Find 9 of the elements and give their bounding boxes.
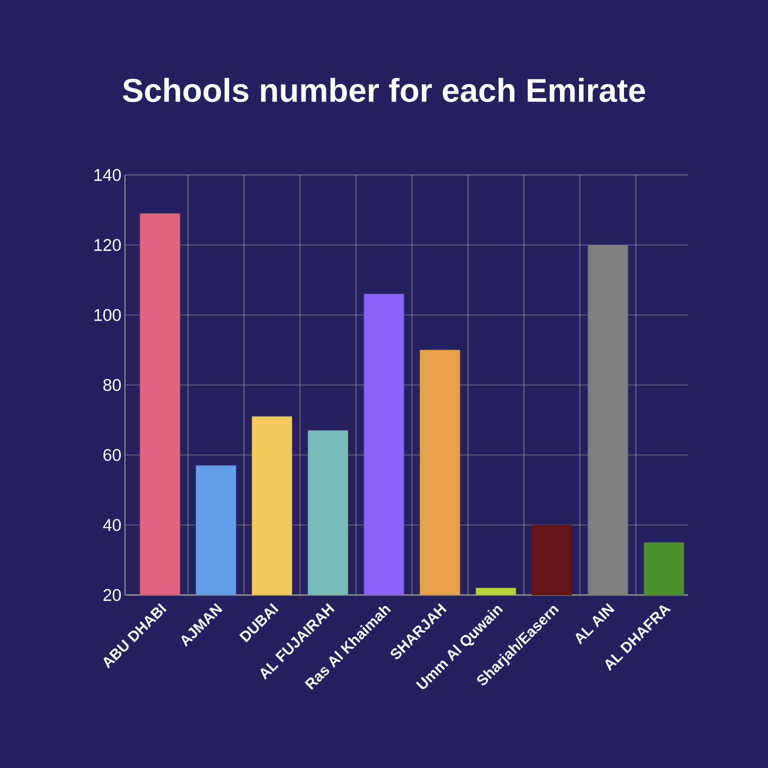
y-tick-label: 140: [94, 168, 121, 181]
chart-title: Schools number for each Emirate: [122, 78, 646, 102]
x-tick-label: AL AIN: [576, 603, 615, 645]
y-tick-label: 120: [94, 238, 121, 251]
y-tick-label: 40: [103, 518, 121, 531]
y-tick-label: 80: [103, 378, 121, 391]
y-tick-label: 60: [104, 448, 121, 461]
y-tick-label: 100: [94, 308, 121, 321]
y-tick-label: 20: [104, 589, 121, 601]
